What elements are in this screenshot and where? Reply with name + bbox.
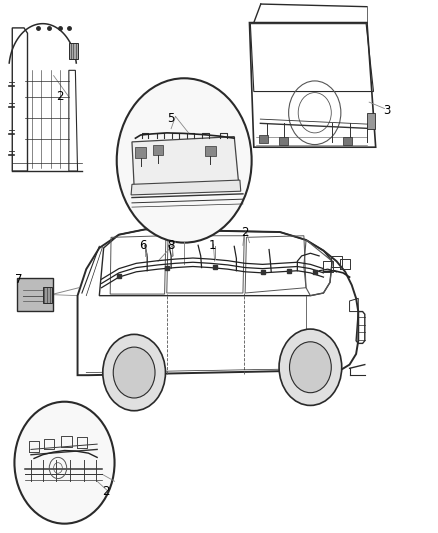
Text: 2: 2 (102, 486, 110, 498)
Circle shape (103, 334, 166, 411)
FancyBboxPatch shape (18, 278, 53, 311)
FancyBboxPatch shape (153, 144, 163, 155)
FancyBboxPatch shape (205, 146, 215, 156)
Circle shape (14, 402, 115, 523)
FancyBboxPatch shape (259, 135, 268, 143)
Text: 1: 1 (209, 239, 216, 252)
FancyBboxPatch shape (43, 287, 52, 303)
Text: 5: 5 (167, 111, 175, 125)
Circle shape (290, 342, 331, 393)
Text: 2: 2 (241, 225, 249, 239)
Polygon shape (131, 180, 241, 195)
Text: 8: 8 (167, 239, 175, 252)
Circle shape (113, 347, 155, 398)
FancyBboxPatch shape (343, 136, 352, 145)
Circle shape (117, 78, 252, 243)
Text: 3: 3 (383, 103, 390, 117)
Text: 6: 6 (139, 239, 147, 252)
Circle shape (279, 329, 342, 406)
Text: 2: 2 (57, 90, 64, 103)
Text: 7: 7 (15, 273, 22, 286)
FancyBboxPatch shape (367, 113, 375, 128)
FancyBboxPatch shape (69, 43, 78, 59)
Polygon shape (132, 136, 239, 187)
FancyBboxPatch shape (135, 147, 146, 158)
FancyBboxPatch shape (279, 136, 288, 145)
